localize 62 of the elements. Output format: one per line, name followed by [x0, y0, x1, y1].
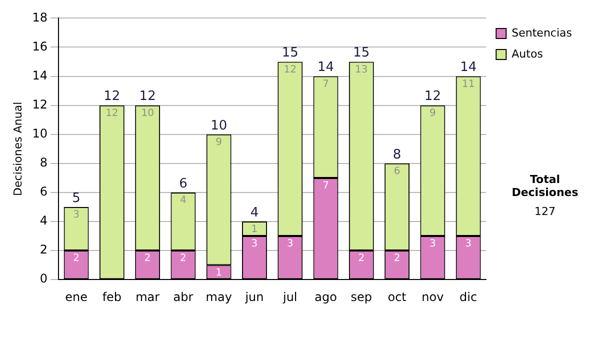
legend-label: Autos	[512, 47, 544, 60]
y-tick-label: 16	[32, 39, 48, 54]
total-label: 10	[210, 118, 228, 134]
data-label: 3	[430, 238, 436, 250]
x-tick-label: mar	[136, 290, 160, 304]
y-axis-title: Decisiones Anual	[11, 102, 24, 196]
total-label: 4	[250, 205, 259, 220]
data-label: 3	[251, 238, 258, 250]
y-tick-label: 0	[40, 272, 48, 286]
x-tick-label: jun	[244, 290, 264, 304]
data-label: 3	[73, 210, 80, 221]
total-label: 14	[317, 60, 334, 76]
total-label: 8	[392, 147, 402, 162]
total-label: 14	[460, 60, 477, 76]
data-label: 3	[286, 238, 294, 250]
total-label: 12	[104, 89, 120, 104]
y-tick-label: 18	[32, 10, 48, 24]
data-label: 2	[394, 253, 400, 264]
x-tick-label: ene	[65, 290, 88, 304]
y-tick-label: 2	[40, 242, 48, 257]
data-label: 9	[430, 108, 436, 119]
data-label: 6	[394, 166, 400, 178]
x-tick-label: jul	[282, 290, 298, 304]
data-label: 2	[144, 253, 151, 264]
data-label: 7	[322, 78, 329, 90]
x-tick-label: feb	[102, 290, 122, 304]
data-label: 2	[180, 253, 186, 264]
y-tick-label: 8	[40, 156, 48, 170]
data-label: 2	[358, 253, 365, 264]
y-tick-label: 14	[32, 68, 48, 82]
y-tick-label: 10	[32, 126, 48, 141]
y-tick-label: 4	[40, 214, 48, 228]
total-label: 6	[179, 176, 188, 192]
total-label: 15	[353, 46, 370, 61]
data-label: 13	[355, 64, 368, 76]
text: 127	[534, 205, 556, 218]
data-label: 12	[284, 64, 296, 76]
data-label: 3	[465, 238, 472, 250]
data-label: 11	[462, 78, 475, 90]
data-label: 10	[141, 108, 154, 119]
text: Total Decisiones	[510, 173, 580, 199]
y-tick-label: 12	[32, 97, 48, 112]
total-label: 15	[282, 46, 298, 61]
total-label: 12	[424, 89, 441, 104]
legend-label: Sentencias	[512, 26, 572, 40]
data-label: 9	[216, 136, 222, 148]
total-label: 12	[139, 89, 156, 104]
data-label: 12	[106, 108, 118, 119]
total-label: 5	[72, 190, 80, 206]
x-tick-label: ago	[314, 290, 337, 304]
x-tick-label: nov	[422, 290, 444, 304]
x-tick-label: dic	[460, 290, 478, 304]
data-label: 4	[180, 195, 186, 206]
x-tick-label: may	[206, 290, 232, 304]
x-tick-label: sep	[350, 290, 372, 304]
data-label: 7	[322, 180, 329, 192]
data-label: 1	[251, 224, 258, 236]
x-tick-label: abr	[173, 290, 194, 304]
x-tick-label: oct	[388, 290, 407, 304]
data-label: 2	[73, 253, 80, 264]
y-tick-label: 6	[40, 184, 48, 199]
data-label: 1	[216, 268, 222, 279]
